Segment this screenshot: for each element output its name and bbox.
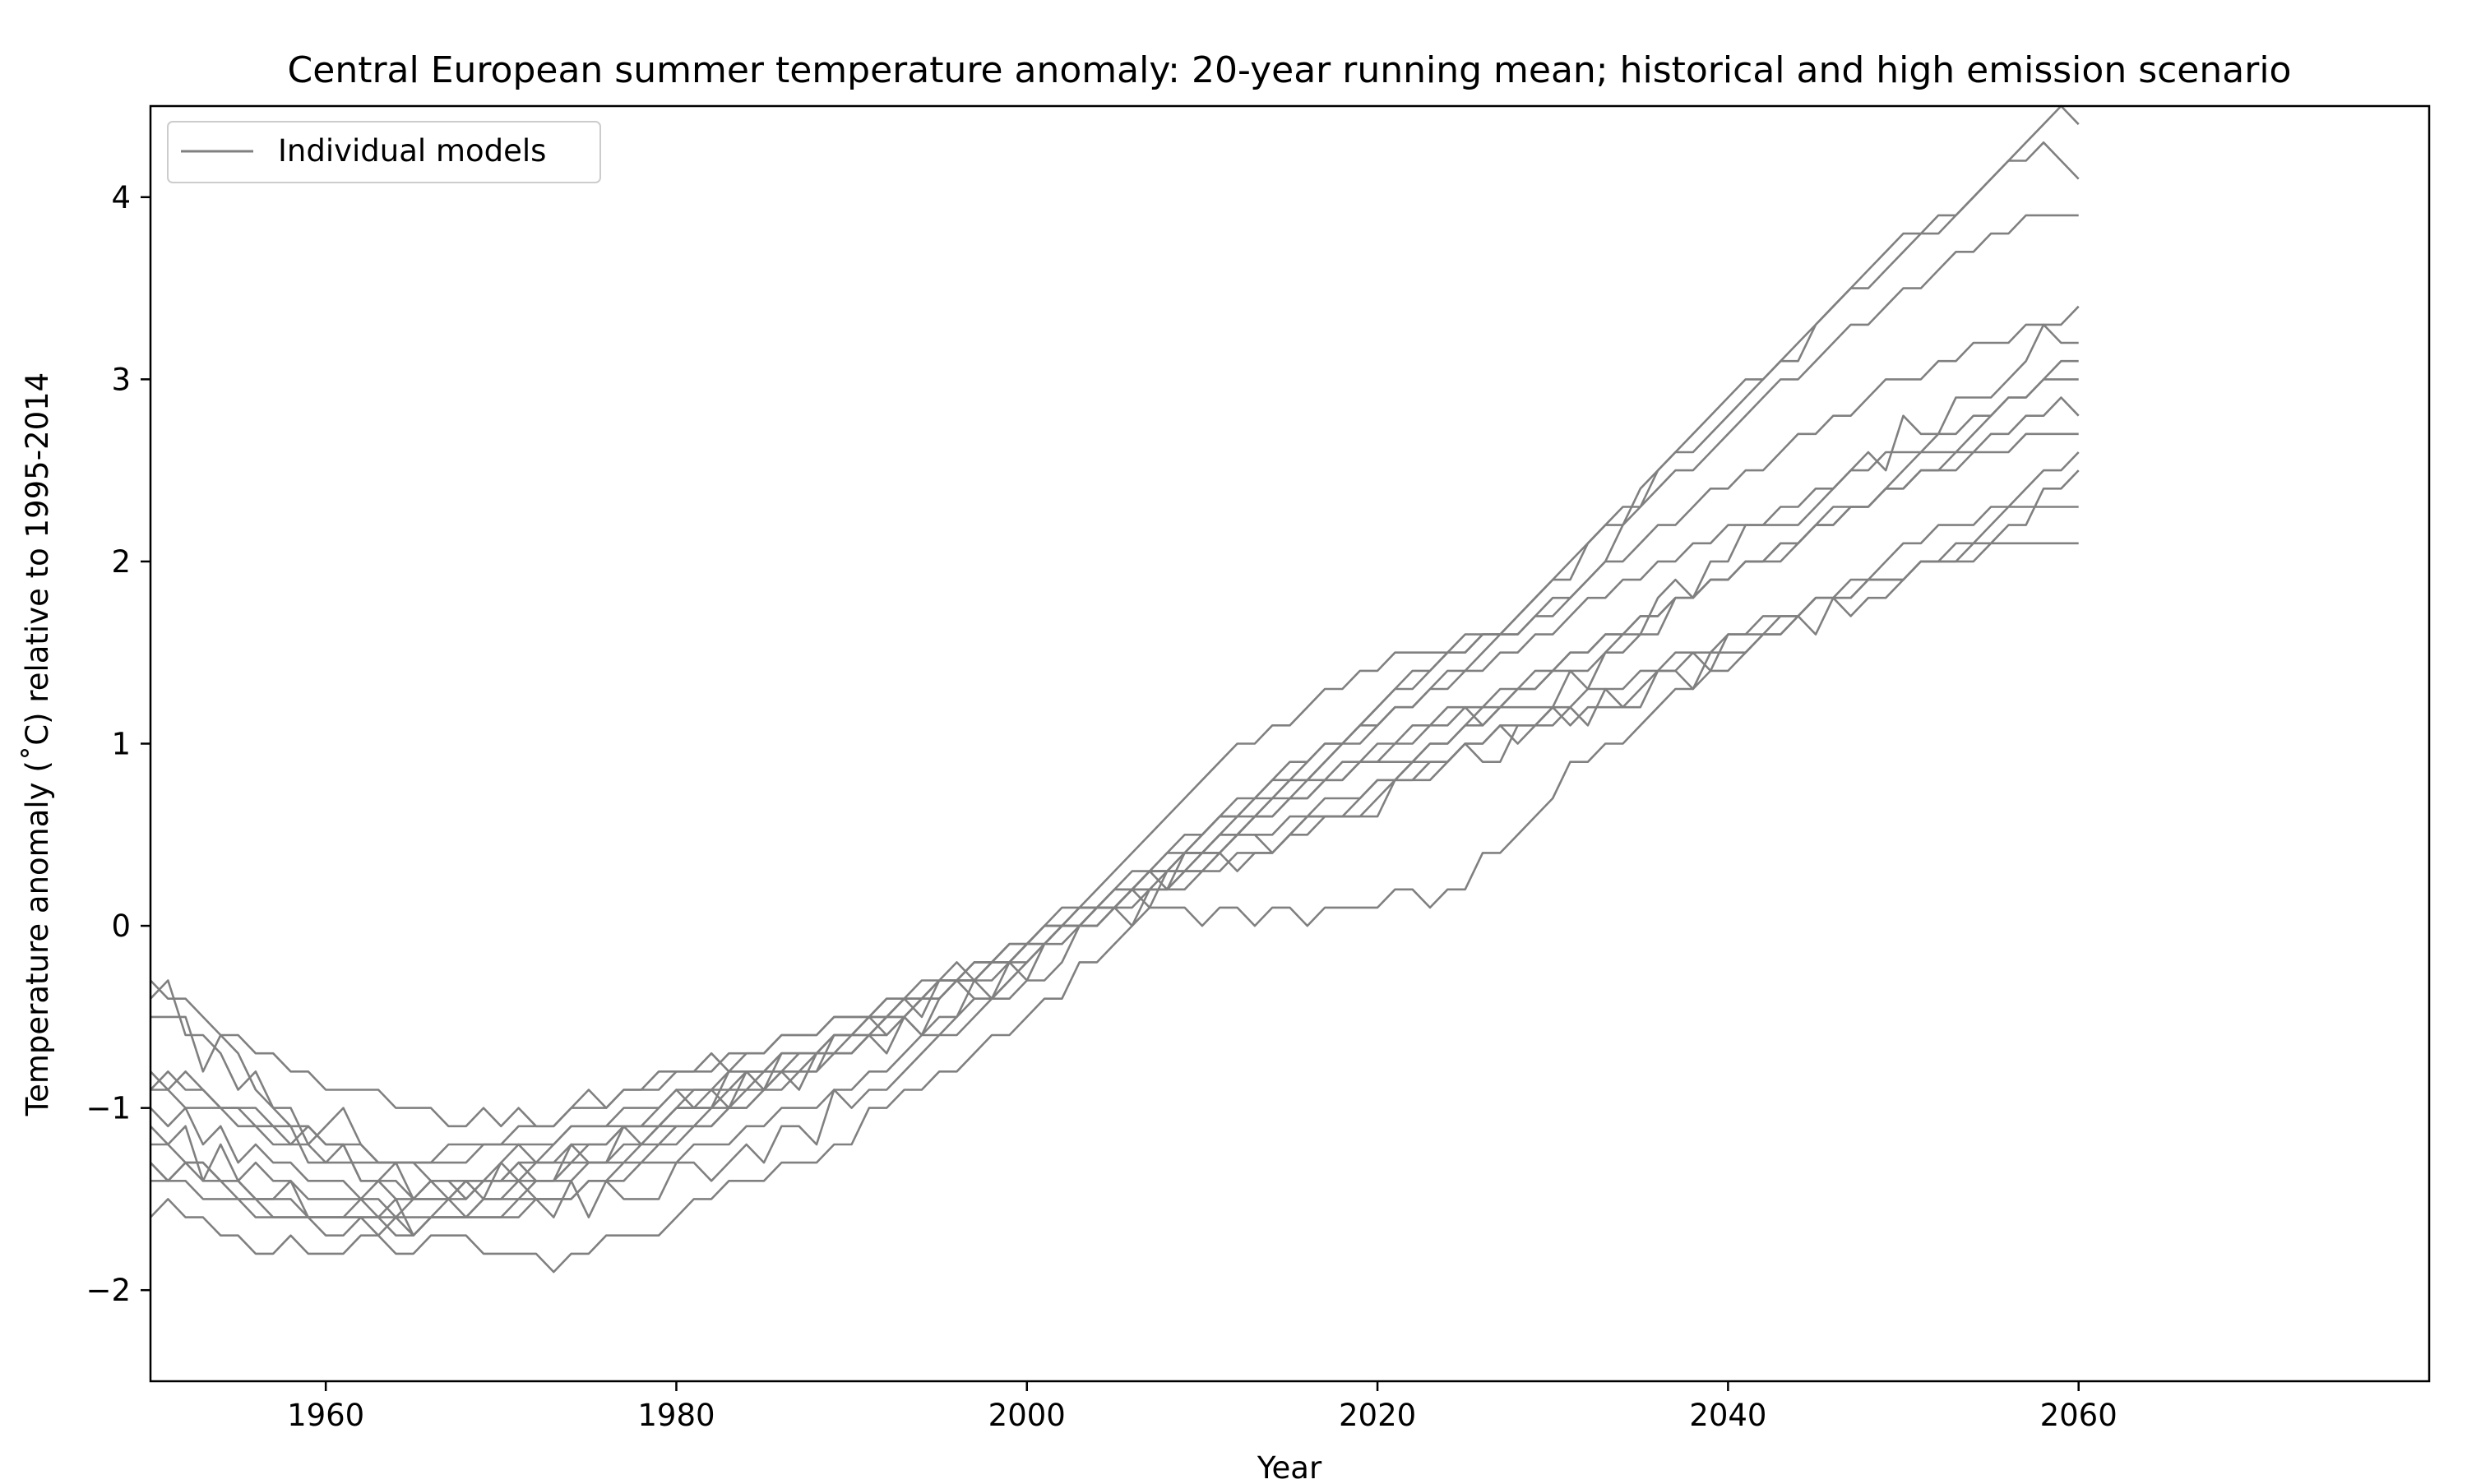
x-tick-label: 1960 xyxy=(287,1398,364,1433)
x-tick-label: 2060 xyxy=(2040,1398,2118,1433)
y-tick-label: 3 xyxy=(111,362,131,397)
legend-box xyxy=(167,121,601,183)
model-series-line xyxy=(150,104,2080,1218)
legend-label-individual-models: Individual models xyxy=(278,133,546,169)
x-axis-ticks: 1960 1980 2000 2020 2040 2060 xyxy=(287,1381,2118,1433)
y-tick-label: 1 xyxy=(111,727,131,762)
y-tick-label: 4 xyxy=(111,180,131,215)
model-series-line xyxy=(150,432,2079,1218)
x-tick-label: 2000 xyxy=(988,1398,1066,1433)
y-axis-label: Temperature anomaly (˚C) relative to 199… xyxy=(20,372,55,1116)
legend: Individual models xyxy=(167,121,601,183)
chart-title: Central European summer temperature anom… xyxy=(288,49,2292,91)
x-tick-label: 2020 xyxy=(1339,1398,1416,1433)
y-tick-label: 0 xyxy=(111,908,131,944)
y-tick-label: −1 xyxy=(86,1091,131,1126)
y-axis-ticks: −2 −1 0 1 2 3 4 xyxy=(86,180,150,1308)
y-tick-label: −2 xyxy=(86,1273,131,1308)
x-tick-label: 2040 xyxy=(1689,1398,1766,1433)
series-layer xyxy=(150,104,2080,1274)
y-tick-label: 2 xyxy=(111,544,131,580)
x-axis-label: Year xyxy=(1257,1450,1322,1480)
model-series-line xyxy=(150,469,2080,1274)
x-tick-label: 1980 xyxy=(637,1398,715,1433)
